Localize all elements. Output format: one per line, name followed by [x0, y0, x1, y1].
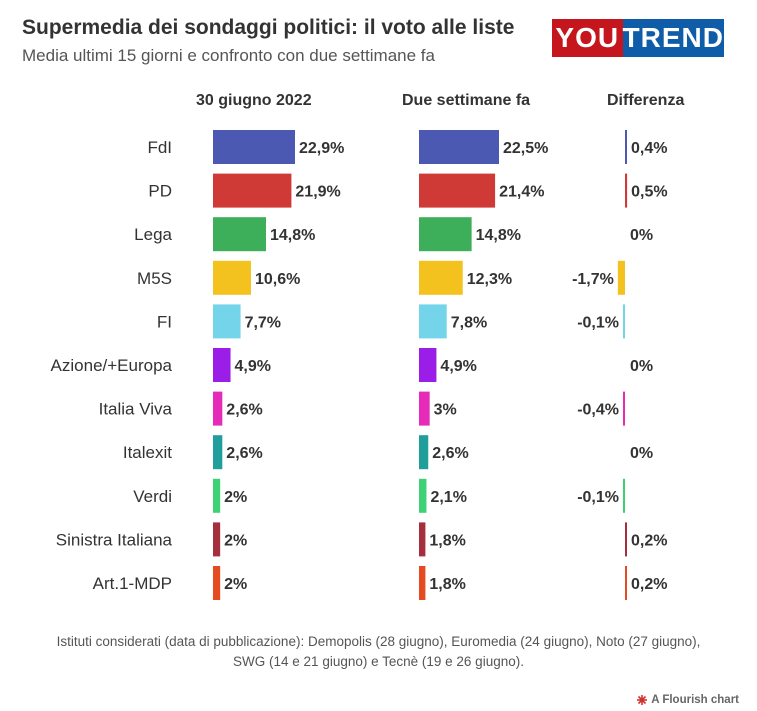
- value-label-previous-fdi: 22,5%: [503, 140, 548, 157]
- bar-previous-sinistra-italiana: [419, 522, 426, 557]
- value-label-previous-azione-europa: 4,9%: [440, 358, 476, 375]
- bar-difference-sinistra-italiana: [625, 522, 627, 557]
- bar-current-lega: [213, 217, 266, 252]
- bar-current-verdi: [213, 478, 221, 513]
- bar-previous-italexit: [419, 435, 429, 470]
- bar-difference-italia-viva: [623, 391, 625, 426]
- value-label-previous-italexit: 2,6%: [432, 445, 468, 462]
- category-label-sinistra-italiana: Sinistra Italiana: [56, 530, 173, 549]
- logo-trend-part: TREND: [622, 19, 724, 57]
- bar-difference-fdi: [625, 130, 627, 164]
- value-label-current-art-1-mdp: 2%: [224, 576, 247, 593]
- value-label-difference-fdi: 0,4%: [631, 140, 667, 157]
- category-label-fdi: FdI: [147, 138, 172, 157]
- value-label-difference-italia-viva: -0,4%: [577, 402, 619, 419]
- bar-current-fi: [213, 304, 241, 339]
- value-label-difference-azione-europa: 0%: [630, 358, 653, 375]
- bar-previous-art-1-mdp: [419, 566, 426, 600]
- value-label-current-fi: 7,7%: [245, 314, 281, 331]
- category-label-italexit: Italexit: [123, 443, 172, 462]
- value-label-difference-fi: -0,1%: [577, 314, 619, 331]
- category-label-art-1-mdp: Art.1-MDP: [93, 574, 172, 593]
- value-label-previous-pd: 21,4%: [499, 184, 544, 201]
- value-label-current-verdi: 2%: [224, 489, 247, 506]
- footnote-line-1: Istituti considerati (data di pubblicazi…: [56, 634, 701, 649]
- column-header-current: 30 giugno 2022: [196, 92, 312, 109]
- flourish-credit-label: A Flourish chart: [651, 694, 739, 706]
- bar-previous-fdi: [419, 130, 499, 164]
- value-label-difference-art-1-mdp: 0,2%: [631, 576, 667, 593]
- category-label-verdi: Verdi: [133, 487, 172, 506]
- value-label-previous-italia-viva: 3%: [434, 402, 457, 419]
- footnote-line-2: SWG (14 e 21 giugno) e Tecnè (19 e 26 gi…: [233, 654, 524, 669]
- value-label-difference-sinistra-italiana: 0,2%: [631, 532, 667, 549]
- category-label-pd: PD: [148, 182, 172, 201]
- bar-current-sinistra-italiana: [213, 522, 221, 557]
- value-label-difference-verdi: -0,1%: [577, 489, 619, 506]
- column-header-previous: Due settimane fa: [402, 92, 531, 109]
- bar-difference-pd: [625, 173, 628, 208]
- bar-previous-verdi: [419, 478, 427, 513]
- bar-current-pd: [213, 173, 292, 208]
- footnote: Istituti considerati (data di pubblicazi…: [0, 632, 757, 672]
- value-label-current-lega: 14,8%: [270, 227, 315, 244]
- value-label-difference-lega: 0%: [630, 227, 653, 244]
- bar-current-azione-europa: [213, 348, 231, 382]
- bar-difference-fi: [623, 304, 625, 339]
- value-label-previous-sinistra-italiana: 1,8%: [429, 532, 465, 549]
- bar-difference-verdi: [623, 478, 625, 513]
- category-label-italia-viva: Italia Viva: [99, 400, 173, 419]
- bar-previous-lega: [419, 217, 472, 252]
- value-label-previous-m5s: 12,3%: [467, 271, 512, 288]
- value-label-difference-m5s: -1,7%: [572, 271, 614, 288]
- value-label-current-sinistra-italiana: 2%: [224, 532, 247, 549]
- bar-previous-italia-viva: [419, 391, 430, 426]
- chart-title: Supermedia dei sondaggi politici: il vot…: [22, 16, 515, 39]
- bar-current-art-1-mdp: [213, 566, 221, 600]
- bar-previous-azione-europa: [419, 348, 437, 382]
- value-label-current-fdi: 22,9%: [299, 140, 344, 157]
- value-label-difference-pd: 0,5%: [631, 184, 667, 201]
- bar-current-fdi: [213, 130, 295, 164]
- bar-current-m5s: [213, 260, 251, 295]
- category-label-m5s: M5S: [137, 269, 172, 288]
- bar-current-italexit: [213, 435, 223, 470]
- bar-current-italia-viva: [213, 391, 223, 426]
- bar-previous-pd: [419, 173, 496, 208]
- value-label-previous-fi: 7,8%: [451, 314, 487, 331]
- category-label-azione-europa: Azione/+Europa: [51, 356, 173, 375]
- bar-chart: FdI 22,9% 22,5% 0,4% PD 21,9% 21,4% 0,5% Lega 14,…: [51, 130, 668, 600]
- bar-difference-m5s: [617, 260, 625, 295]
- value-label-previous-lega: 14,8%: [476, 227, 521, 244]
- category-label-lega: Lega: [134, 225, 172, 244]
- flourish-credit[interactable]: A Flourish chart: [637, 694, 739, 706]
- value-label-current-italia-viva: 2,6%: [226, 402, 262, 419]
- logo-you-part: YOU: [552, 19, 623, 57]
- value-label-previous-verdi: 2,1%: [430, 489, 466, 506]
- value-label-previous-art-1-mdp: 1,8%: [429, 576, 465, 593]
- bar-previous-fi: [419, 304, 447, 339]
- bar-difference-art-1-mdp: [625, 566, 627, 600]
- value-label-current-m5s: 10,6%: [255, 271, 300, 288]
- column-header-difference: Differenza: [607, 92, 685, 109]
- youtrend-logo: YOU TREND: [552, 19, 724, 57]
- value-label-current-pd: 21,9%: [295, 184, 340, 201]
- bar-previous-m5s: [419, 260, 463, 295]
- value-label-difference-italexit: 0%: [630, 445, 653, 462]
- value-label-current-italexit: 2,6%: [226, 445, 262, 462]
- chart-subtitle: Media ultimi 15 giorni e confronto con d…: [22, 46, 435, 65]
- value-label-current-azione-europa: 4,9%: [235, 358, 271, 375]
- category-label-fi: FI: [157, 312, 172, 331]
- flourish-icon: [637, 695, 648, 705]
